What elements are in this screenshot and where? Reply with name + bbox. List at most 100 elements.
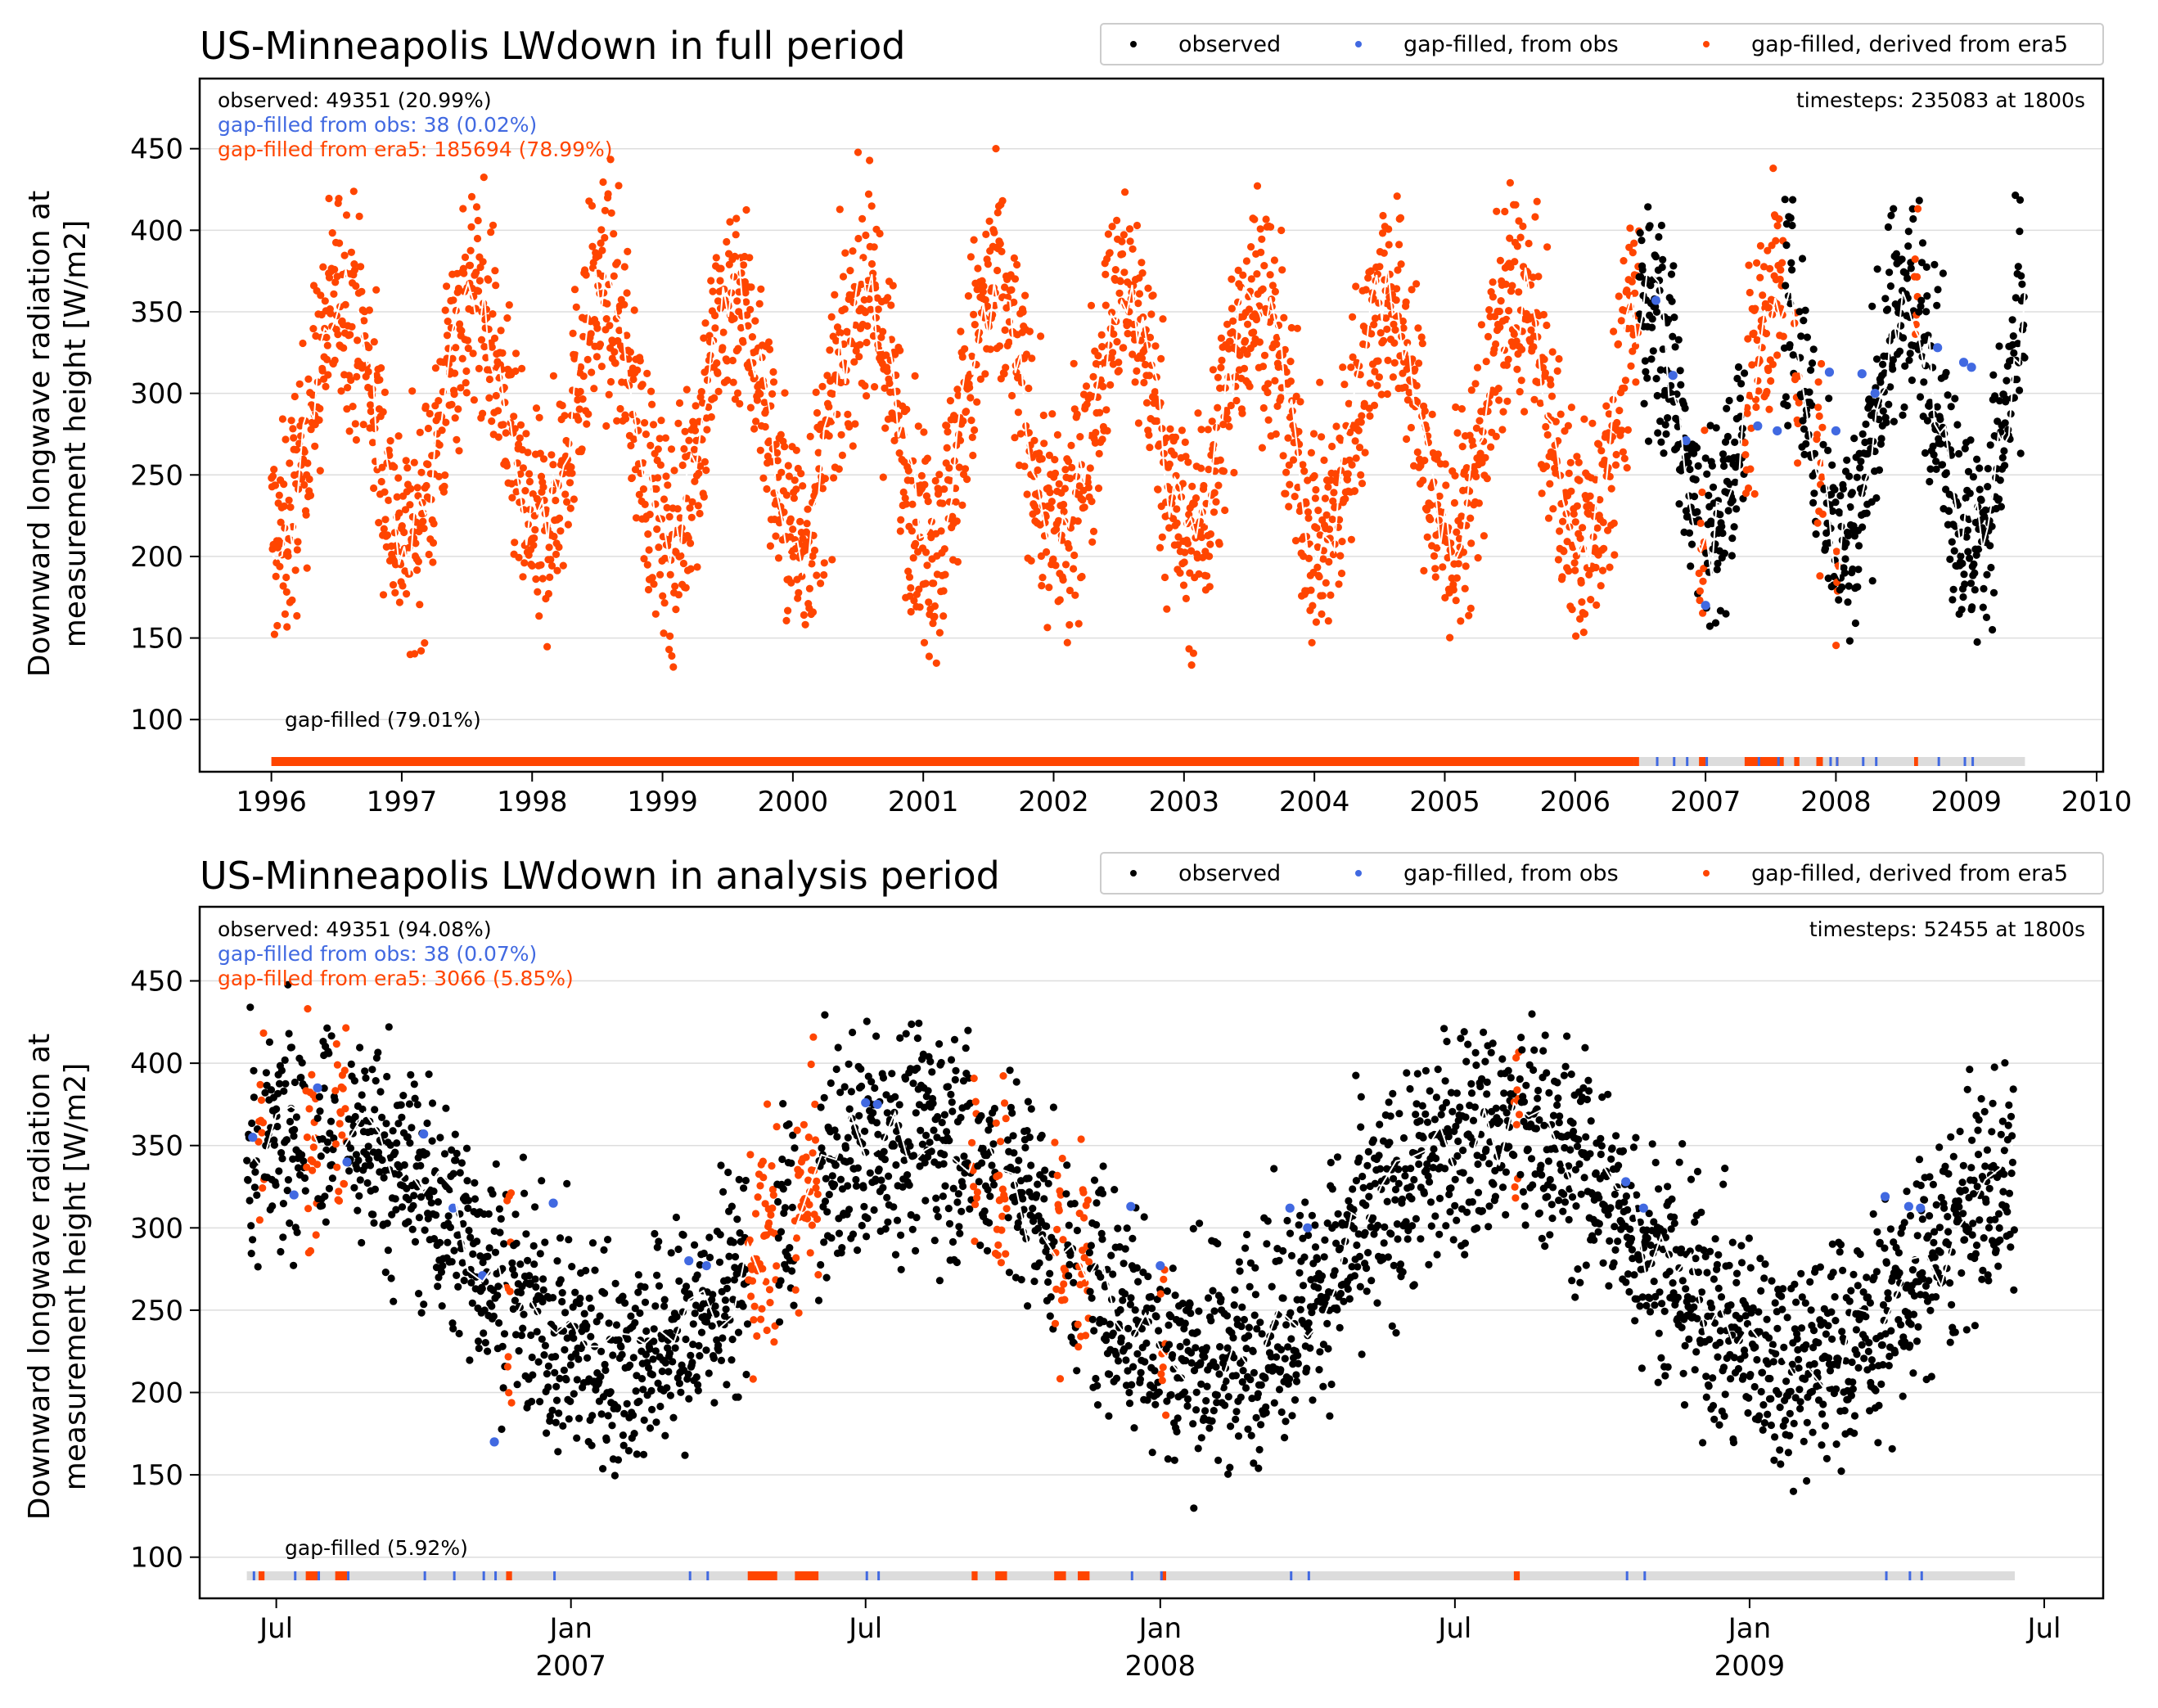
point-era5: [1366, 379, 1374, 387]
point-observed: [687, 1351, 695, 1359]
point-era5: [525, 477, 534, 486]
point-era5: [547, 556, 555, 564]
point-observed: [555, 1409, 563, 1417]
point-observed: [903, 1171, 912, 1179]
point-era5: [491, 267, 499, 275]
point-observed: [378, 1156, 386, 1165]
point-era5: [967, 417, 975, 425]
point-era5: [1324, 617, 1332, 625]
point-era5: [1272, 430, 1280, 438]
point-observed: [354, 1206, 362, 1215]
point-era5: [780, 508, 788, 516]
point-observed: [393, 1139, 401, 1147]
point-era5: [1214, 481, 1223, 489]
point-era5: [650, 580, 658, 588]
point-era5: [1467, 386, 1475, 394]
point-era5: [1765, 405, 1773, 413]
point-era5: [863, 338, 871, 347]
point-era5: [1795, 399, 1803, 407]
point-era5: [1291, 493, 1299, 501]
point-era5: [1341, 495, 1349, 503]
point-observed: [1851, 619, 1859, 628]
point-era5: [1259, 285, 1267, 293]
point-observed: [524, 1256, 532, 1264]
point-observed: [905, 1181, 913, 1189]
point-era5: [1010, 254, 1018, 262]
point-era5: [1418, 340, 1426, 348]
point-observed: [444, 1238, 452, 1246]
point-era5: [606, 377, 615, 386]
point-observed: [1863, 509, 1871, 517]
point-era5: [1767, 376, 1775, 385]
point-era5: [316, 466, 324, 475]
point-observed: [821, 1197, 830, 1206]
point-observed: [1646, 222, 1654, 230]
point-era5: [305, 1105, 313, 1113]
point-observed: [515, 1347, 523, 1355]
point-era5: [604, 190, 612, 198]
point-observed: [262, 1069, 270, 1077]
point-observed: [1731, 438, 1739, 446]
gap-bar-from-obs: [1705, 757, 1709, 766]
point-era5: [1304, 514, 1313, 522]
point-era5: [1383, 390, 1391, 399]
point-era5: [268, 472, 277, 480]
point-era5: [871, 383, 879, 391]
point-observed: [1886, 383, 1894, 391]
point-era5: [669, 663, 678, 671]
legend-entry-era5: gap-filled, derived from era5: [1751, 32, 2068, 57]
point-observed: [449, 1324, 457, 1333]
point-observed: [696, 1352, 704, 1360]
point-era5: [869, 269, 877, 277]
point-era5: [681, 427, 689, 435]
point-era5: [1060, 507, 1068, 516]
point-era5: [678, 461, 687, 470]
point-observed: [777, 1228, 786, 1236]
point-era5: [1025, 327, 1034, 336]
point-observed: [1885, 400, 1893, 408]
point-era5: [912, 539, 920, 548]
point-era5: [490, 334, 499, 342]
point-era5: [1457, 512, 1466, 521]
point-observed: [1676, 367, 1684, 375]
point-era5: [558, 401, 566, 410]
point-observed: [323, 1024, 331, 1032]
point-observed: [2010, 349, 2018, 357]
point-era5: [564, 521, 572, 529]
point-era5: [1277, 226, 1286, 235]
point-from-obs: [1753, 421, 1763, 431]
point-era5: [607, 209, 615, 217]
point-observed: [641, 1283, 649, 1291]
point-era5: [804, 505, 812, 513]
point-era5: [648, 574, 656, 582]
point-observed: [300, 1174, 309, 1183]
point-era5: [381, 388, 389, 396]
point-era5: [966, 253, 975, 261]
point-era5: [696, 509, 704, 518]
point-era5: [1426, 501, 1435, 509]
stat-from-era5: gap-filled from era5: 185694 (78.99%): [218, 137, 613, 161]
point-observed: [286, 1117, 295, 1126]
point-observed: [1903, 274, 1912, 282]
point-era5: [1428, 410, 1436, 418]
point-era5: [746, 254, 754, 262]
point-observed: [399, 1092, 408, 1100]
point-observed: [880, 1147, 888, 1156]
point-era5: [1187, 547, 1196, 555]
point-era5: [1413, 448, 1421, 457]
point-era5: [1074, 517, 1082, 525]
point-era5: [282, 588, 291, 597]
point-era5: [1457, 521, 1465, 530]
point-observed: [543, 1370, 551, 1378]
point-era5: [353, 372, 361, 381]
chart-title: US-Minneapolis LWdown in analysis period: [200, 854, 1000, 898]
point-era5: [908, 500, 917, 508]
point-observed: [530, 1260, 538, 1269]
point-observed: [875, 1165, 883, 1174]
point-era5: [774, 554, 783, 562]
point-observed: [634, 1271, 642, 1279]
point-observed: [531, 1275, 539, 1283]
y-tick-label: 200: [130, 541, 183, 574]
point-era5: [1035, 449, 1043, 457]
point-era5: [863, 322, 872, 330]
